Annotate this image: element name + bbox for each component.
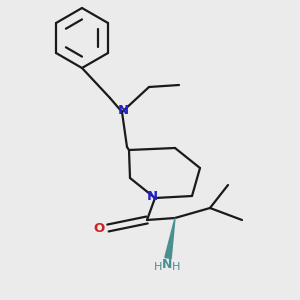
Text: H: H bbox=[154, 262, 162, 272]
Text: O: O bbox=[93, 223, 105, 236]
Text: H: H bbox=[172, 262, 180, 272]
Polygon shape bbox=[165, 218, 175, 259]
Text: N: N bbox=[117, 104, 129, 118]
Text: N: N bbox=[162, 257, 172, 271]
Text: N: N bbox=[146, 190, 158, 203]
